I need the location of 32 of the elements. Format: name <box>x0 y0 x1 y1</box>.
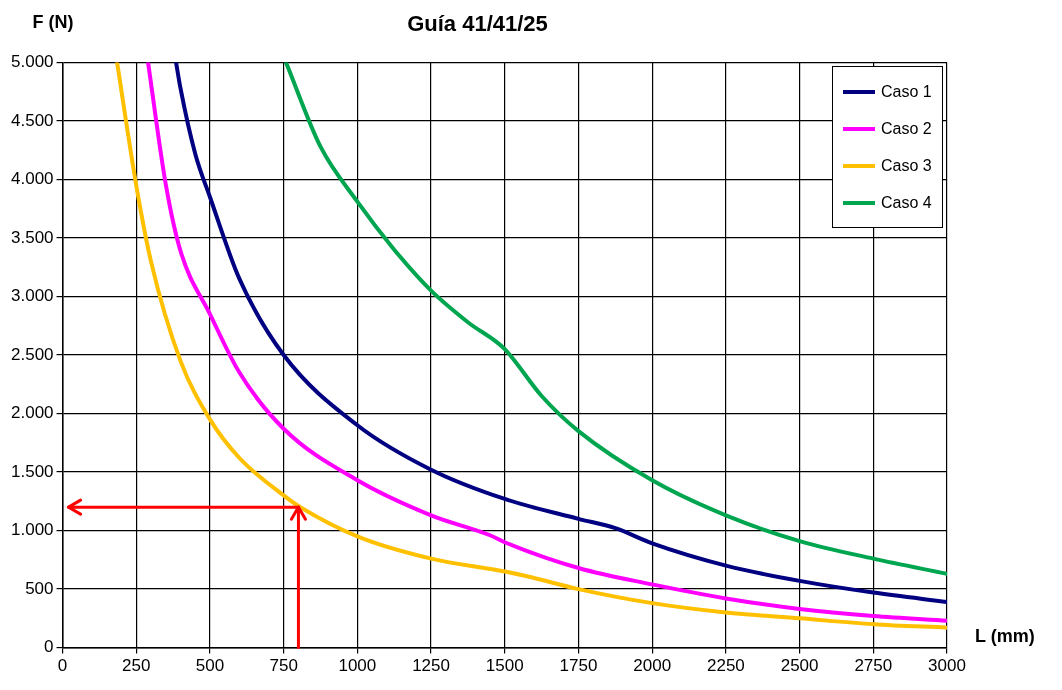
y-tick-label: 1.500 <box>10 461 54 481</box>
x-tick-label: 0 <box>57 656 68 676</box>
chart-title: Guía 41/41/25 <box>407 11 548 37</box>
y-tick-label: 2.500 <box>10 344 54 364</box>
x-tick-label: 1750 <box>559 656 598 676</box>
legend-label: Caso 2 <box>881 119 932 138</box>
y-tick-label: 1.000 <box>10 520 54 540</box>
y-tick-label: 5.000 <box>10 52 54 72</box>
x-axis-title: L (mm) <box>975 625 1035 647</box>
legend-label: Caso 1 <box>881 82 932 101</box>
x-tick-label: 500 <box>195 656 225 676</box>
y-tick-label: 3.000 <box>10 286 54 306</box>
x-tick-label: 2250 <box>706 656 745 676</box>
y-tick-label: 3.500 <box>10 227 54 247</box>
x-tick-label: 250 <box>122 656 151 676</box>
y-tick-label: 4.500 <box>10 110 54 130</box>
legend-label: Caso 3 <box>881 156 932 175</box>
y-axis-title: F (N) <box>32 12 74 34</box>
y-tick-label: 0 <box>44 637 54 657</box>
y-tick-label: 4.000 <box>10 169 54 189</box>
y-tick-label: 2.000 <box>10 403 54 423</box>
legend-label: Caso 4 <box>881 193 932 212</box>
x-tick-label: 1000 <box>338 656 377 676</box>
line-series <box>284 62 947 576</box>
x-tick-label: 2750 <box>854 656 893 676</box>
x-tick-label: 2000 <box>633 656 672 676</box>
x-tick-label: 3000 <box>928 656 966 676</box>
y-tick-label: 500 <box>25 578 54 598</box>
x-tick-label: 1500 <box>485 656 524 676</box>
x-tick-label: 750 <box>269 656 298 676</box>
x-tick-label: 2500 <box>780 656 819 676</box>
x-tick-label: 1250 <box>412 656 450 676</box>
